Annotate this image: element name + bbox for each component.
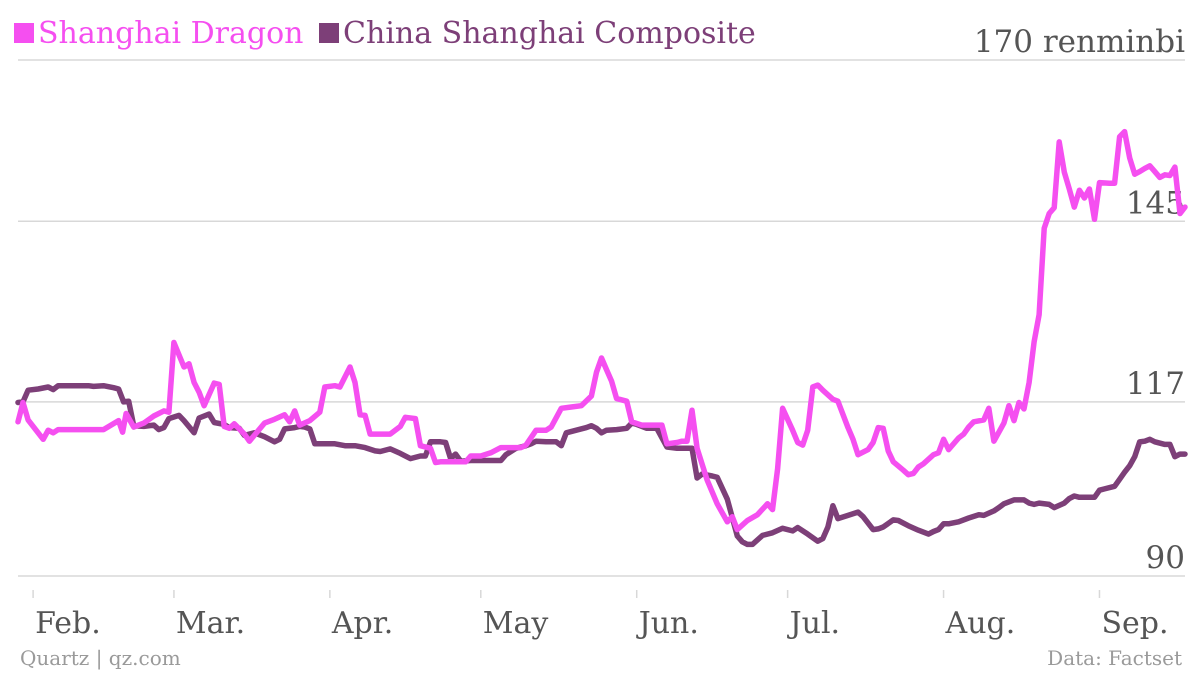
- legend: Shanghai Dragon China Shanghai Composite: [14, 16, 762, 51]
- x-tick-label-jul: Jul.: [787, 606, 840, 641]
- legend-item-shanghai-dragon[interactable]: Shanghai Dragon: [14, 16, 304, 51]
- y-tick-label-90: 90: [1146, 540, 1185, 576]
- legend-swatch-shanghai-dragon: [14, 23, 34, 43]
- gridlines: [18, 59, 1185, 577]
- y-tick-label-170: 170 renminbi: [974, 24, 1185, 60]
- y-tick-label-117: 117: [1126, 366, 1185, 402]
- data-source: Data: Factset: [1047, 646, 1182, 670]
- series-line-china-shanghai-composite: [15, 382, 1188, 548]
- x-tick-label-feb: Feb.: [35, 606, 101, 641]
- legend-swatch-china-shanghai-composite: [319, 23, 340, 43]
- series-line-shanghai-dragon: [15, 128, 1188, 533]
- x-axis-ticks: Feb. Mar. Apr. May Jun. Jul. Aug. Sep.: [32, 590, 1169, 641]
- series-lines: [15, 128, 1188, 548]
- x-tick-label-aug: Aug.: [945, 606, 1016, 641]
- legend-label-china-shanghai-composite: China Shanghai Composite: [343, 16, 756, 51]
- x-tick-label-may: May: [483, 606, 549, 641]
- x-tick-label-mar: Mar.: [176, 606, 245, 641]
- x-tick-label-sep: Sep.: [1101, 606, 1168, 641]
- source-credit: Quartz | qz.com: [20, 646, 181, 670]
- legend-item-china-shanghai-composite[interactable]: China Shanghai Composite: [319, 16, 756, 51]
- x-tick-label-jun: Jun.: [636, 606, 699, 641]
- x-tick-label-apr: Apr.: [331, 606, 393, 641]
- legend-label-shanghai-dragon: Shanghai Dragon: [38, 16, 304, 51]
